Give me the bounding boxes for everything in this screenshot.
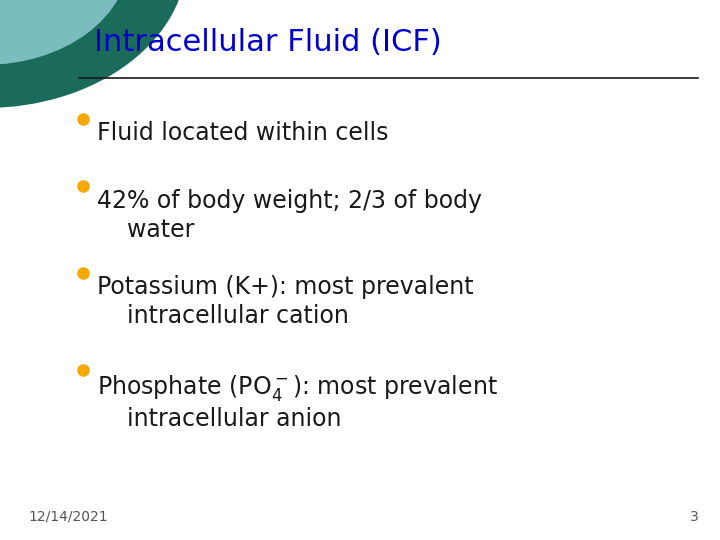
Circle shape <box>0 0 187 108</box>
Text: 3: 3 <box>690 510 698 524</box>
Text: 12/14/2021: 12/14/2021 <box>29 510 109 524</box>
Text: 42% of body weight; 2/3 of body
    water: 42% of body weight; 2/3 of body water <box>97 189 482 242</box>
Circle shape <box>0 0 130 65</box>
Text: Phosphate (PO$_4^-$): most prevalent
    intracellular anion: Phosphate (PO$_4^-$): most prevalent int… <box>97 373 498 431</box>
Text: Intracellular Fluid (ICF): Intracellular Fluid (ICF) <box>94 28 441 57</box>
Text: Potassium (K+): most prevalent
    intracellular cation: Potassium (K+): most prevalent intracell… <box>97 275 474 328</box>
Text: Fluid located within cells: Fluid located within cells <box>97 122 389 145</box>
